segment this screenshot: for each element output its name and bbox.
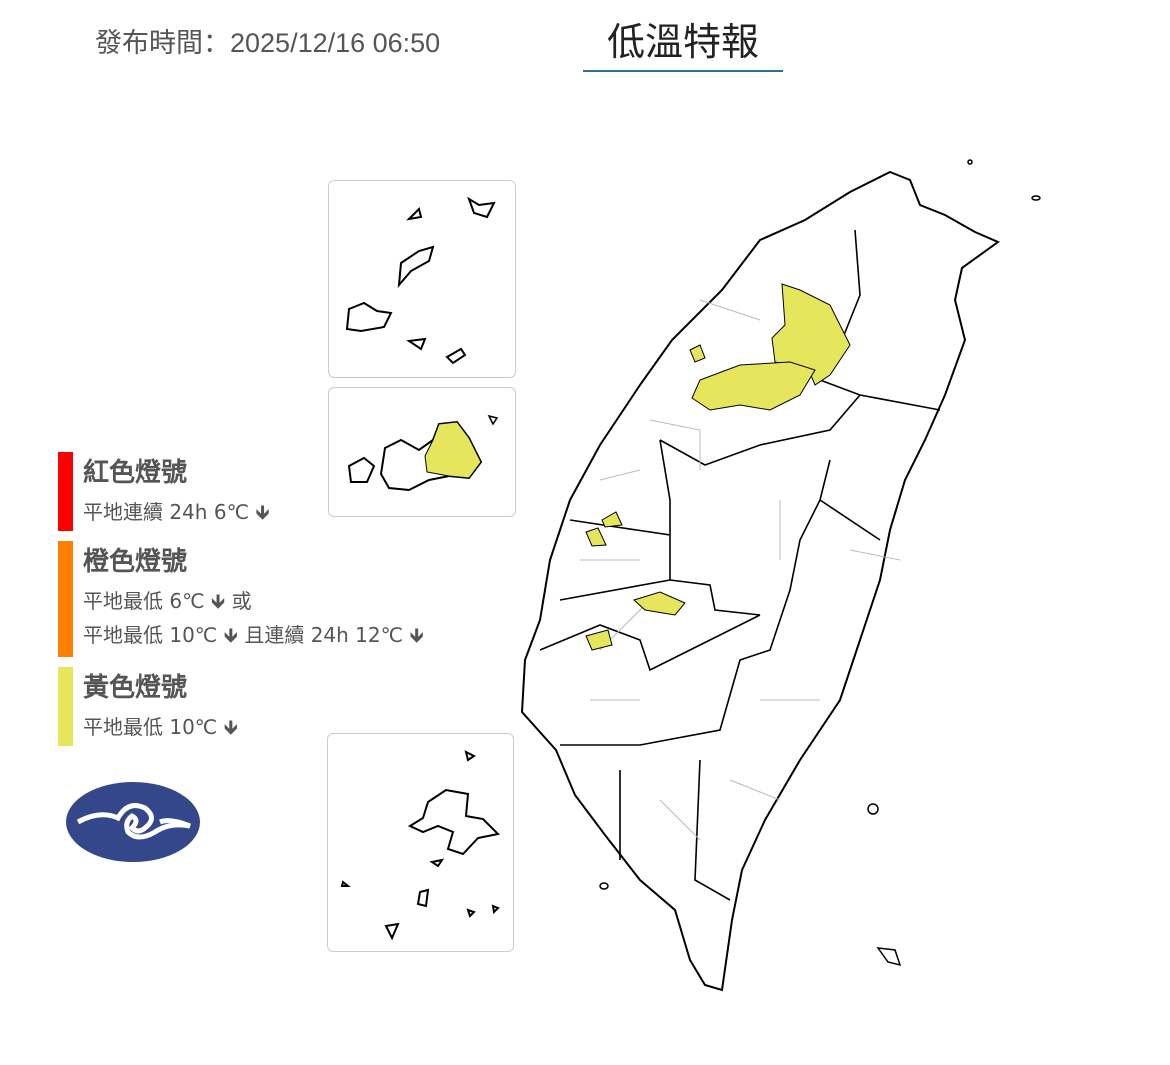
orange-color-bar [58, 541, 73, 657]
page-title: 低溫特報 [583, 20, 783, 72]
legend-orange-text-1: 平地最低 6℃ 🡻 或 [83, 589, 252, 613]
inset-penghu [327, 733, 514, 952]
legend-yellow-title: 黃色燈號 [83, 673, 188, 703]
inset-matsu [328, 180, 516, 378]
weather-bureau-logo [66, 782, 200, 862]
legend-red-text: 平地連續 24h 6℃ 🡻 [83, 500, 270, 524]
legend-red-title: 紅色燈號 [83, 458, 188, 488]
legend-orange-title: 橙色燈號 [83, 547, 188, 577]
legend-red: 紅色燈號 平地連續 24h 6℃ 🡻 [58, 452, 270, 531]
issued-time: 發布時間：2025/12/16 06:50 [95, 28, 441, 58]
map-layer [520, 159, 1041, 992]
legend-yellow: 黃色燈號 平地最低 10℃ 🡻 [58, 667, 238, 746]
yellow-warning-areas [585, 283, 851, 651]
red-color-bar [58, 452, 73, 531]
taiwan-main-island [520, 170, 1001, 992]
inset-kinmen [328, 387, 516, 517]
legend-orange-text-2: 平地最低 10℃ 🡻 且連續 24h 12℃ 🡻 [83, 623, 424, 647]
outer-islets [599, 159, 1041, 967]
yellow-color-bar [58, 667, 73, 746]
legend-yellow-text: 平地最低 10℃ 🡻 [83, 715, 238, 739]
legend-orange: 橙色燈號 平地最低 6℃ 🡻 或 平地最低 10℃ 🡻 且連續 24h 12℃ … [58, 541, 424, 657]
